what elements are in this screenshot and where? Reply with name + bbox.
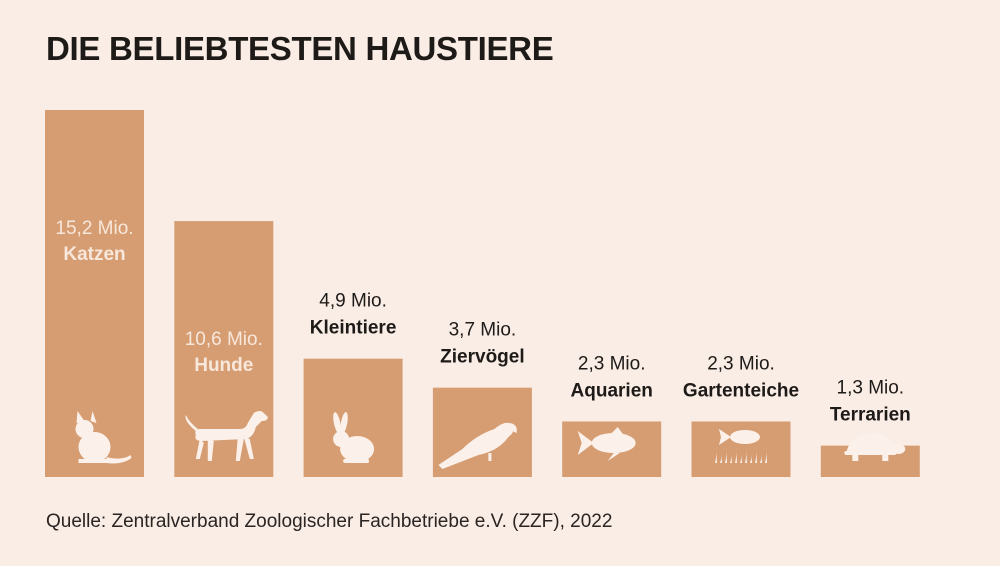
value-label: 15,2 Mio. bbox=[55, 218, 133, 239]
category-label: Katzen bbox=[63, 244, 125, 265]
category-label: Gartenteiche bbox=[683, 380, 799, 401]
value-label: 2,3 Mio. bbox=[578, 353, 646, 374]
bar-gartenteiche bbox=[691, 421, 791, 477]
cat-icon bbox=[75, 411, 132, 464]
chart-title: DIE BELIEBTESTEN HAUSTIERE bbox=[46, 30, 554, 67]
value-label: 3,7 Mio. bbox=[449, 320, 517, 341]
value-label: 2,3 Mio. bbox=[707, 353, 775, 374]
category-label: Aquarien bbox=[571, 380, 653, 401]
dog-icon bbox=[185, 411, 268, 461]
value-label: 4,9 Mio. bbox=[319, 291, 387, 312]
fish-icon bbox=[577, 427, 636, 461]
value-label: 10,6 Mio. bbox=[185, 329, 263, 350]
category-label: Terrarien bbox=[830, 405, 911, 426]
category-label: Ziervögel bbox=[440, 347, 524, 368]
parrot-icon bbox=[438, 422, 517, 469]
category-label: Kleintiere bbox=[310, 318, 397, 339]
turtle-icon bbox=[844, 433, 906, 461]
bar-katzen bbox=[45, 110, 144, 477]
category-label: Hunde bbox=[194, 355, 253, 376]
bar-chart: 15,2 Mio. Katzen 10,6 Mio. Hunde 4,9 Mio. Kle… bbox=[45, 110, 920, 477]
pond-fish-icon bbox=[715, 429, 767, 463]
source-note: Quelle: Zentralverband Zoologischer Fach… bbox=[46, 511, 613, 532]
rabbit-icon bbox=[333, 412, 375, 463]
value-label: 1,3 Mio. bbox=[837, 378, 905, 399]
